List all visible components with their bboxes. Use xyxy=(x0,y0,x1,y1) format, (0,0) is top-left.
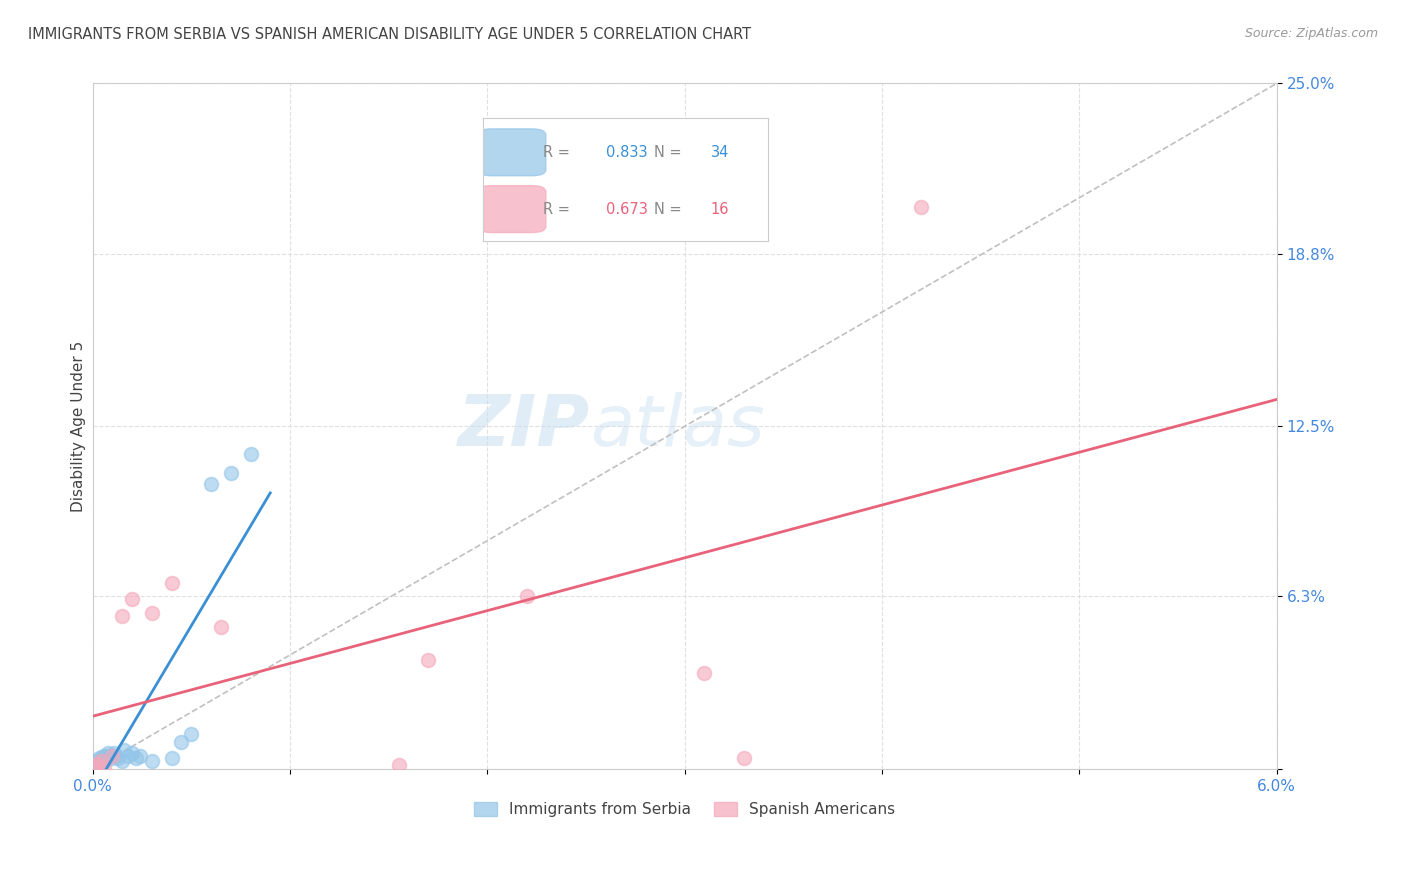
Point xyxy=(141,754,163,768)
Point xyxy=(83,759,105,773)
Point xyxy=(84,759,107,773)
Point xyxy=(89,754,111,768)
Point xyxy=(733,751,755,765)
Point xyxy=(83,756,105,771)
Text: Source: ZipAtlas.com: Source: ZipAtlas.com xyxy=(1244,27,1378,40)
Point xyxy=(121,592,143,607)
Point xyxy=(160,575,183,590)
Point xyxy=(93,748,115,763)
Point xyxy=(100,748,122,763)
Point xyxy=(125,751,148,765)
Point xyxy=(141,606,163,620)
Point xyxy=(86,756,108,771)
Point xyxy=(94,754,117,768)
Text: atlas: atlas xyxy=(591,392,765,461)
Legend: Immigrants from Serbia, Spanish Americans: Immigrants from Serbia, Spanish American… xyxy=(468,796,901,823)
Text: IMMIGRANTS FROM SERBIA VS SPANISH AMERICAN DISABILITY AGE UNDER 5 CORRELATION CH: IMMIGRANTS FROM SERBIA VS SPANISH AMERIC… xyxy=(28,27,751,42)
Point xyxy=(90,751,112,765)
Point xyxy=(693,666,716,681)
Point xyxy=(97,746,120,760)
Point xyxy=(200,477,222,491)
Text: ZIP: ZIP xyxy=(458,392,591,461)
Point xyxy=(86,754,108,768)
Point xyxy=(180,726,202,740)
Point xyxy=(117,748,139,763)
Point xyxy=(91,754,114,768)
Point xyxy=(416,652,439,666)
Point xyxy=(160,751,183,765)
Point xyxy=(129,748,152,763)
Point xyxy=(111,608,134,623)
Point xyxy=(89,756,111,771)
Point xyxy=(387,758,409,772)
Point xyxy=(910,200,932,214)
Point xyxy=(83,759,105,773)
Point xyxy=(96,751,118,765)
Point xyxy=(93,751,115,765)
Point xyxy=(219,466,242,480)
Point xyxy=(107,751,129,765)
Point xyxy=(93,759,115,773)
Point xyxy=(516,590,538,604)
Point xyxy=(121,746,143,760)
Y-axis label: Disability Age Under 5: Disability Age Under 5 xyxy=(72,341,86,512)
Point xyxy=(89,754,111,768)
Point xyxy=(101,748,124,763)
Point xyxy=(87,751,110,765)
Point xyxy=(170,735,193,749)
Point xyxy=(112,743,135,757)
Point xyxy=(111,754,134,768)
Point xyxy=(103,746,125,760)
Point xyxy=(101,751,124,765)
Point xyxy=(239,447,262,461)
Point xyxy=(209,620,232,634)
Point xyxy=(86,756,108,771)
Point xyxy=(96,748,118,763)
Point xyxy=(105,748,128,763)
